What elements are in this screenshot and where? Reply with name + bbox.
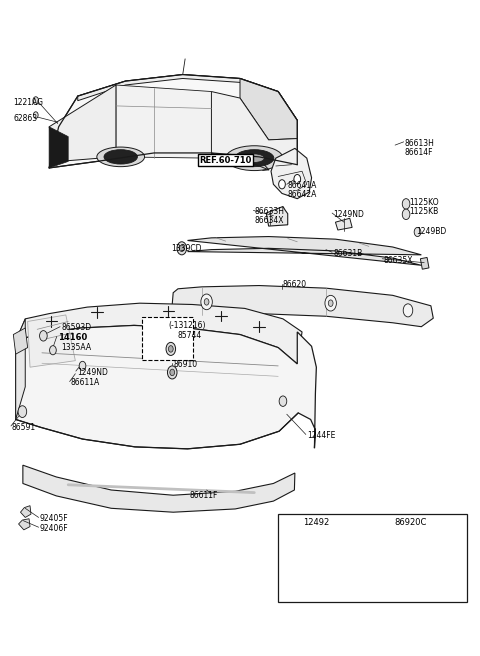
Polygon shape [336,218,352,230]
Ellipse shape [104,150,137,164]
Text: 62863: 62863 [13,114,37,123]
Polygon shape [19,519,30,530]
Circle shape [79,361,86,371]
Polygon shape [49,75,297,168]
Text: 86613H: 86613H [405,139,434,148]
Text: 86641A: 86641A [288,181,317,190]
Text: 86635X: 86635X [383,256,413,264]
Circle shape [201,294,212,310]
Text: 92406F: 92406F [39,524,68,533]
Polygon shape [49,85,116,161]
Text: 86633H: 86633H [254,207,284,216]
Circle shape [325,295,336,311]
Circle shape [33,96,38,104]
Text: 12492: 12492 [303,518,329,527]
Circle shape [49,346,56,355]
Text: 86634X: 86634X [254,216,284,226]
Polygon shape [188,237,421,265]
Text: 86614F: 86614F [405,148,433,157]
Polygon shape [28,315,75,367]
Polygon shape [23,465,295,512]
Circle shape [400,554,412,570]
Circle shape [432,554,444,570]
Circle shape [279,180,285,189]
Bar [278,514,467,602]
Text: 86910: 86910 [173,360,197,369]
Circle shape [308,556,325,579]
Text: 1249BD: 1249BD [417,227,447,236]
Polygon shape [49,127,68,168]
Text: 1249ND: 1249ND [77,368,108,377]
Circle shape [414,228,421,237]
Text: 86611A: 86611A [71,379,100,388]
Ellipse shape [97,147,144,167]
Circle shape [168,366,177,379]
Text: 14160: 14160 [58,333,87,342]
Polygon shape [266,207,288,226]
Text: 86593D: 86593D [61,323,91,333]
Text: 86642A: 86642A [288,190,317,199]
Circle shape [204,298,209,305]
Polygon shape [240,79,297,140]
Text: 1125KB: 1125KB [409,207,439,216]
Text: (-131216): (-131216) [168,321,206,330]
Text: 86591: 86591 [12,422,36,432]
Circle shape [18,405,27,417]
Text: 85744: 85744 [177,331,201,340]
Text: 92405F: 92405F [39,514,68,523]
Ellipse shape [226,146,283,171]
Polygon shape [13,328,28,354]
Ellipse shape [244,154,264,163]
FancyBboxPatch shape [142,317,193,360]
Text: 1335AA: 1335AA [61,343,91,352]
Polygon shape [21,506,31,518]
Polygon shape [16,319,25,419]
Circle shape [369,554,381,570]
Circle shape [168,346,173,352]
Polygon shape [78,75,297,124]
Circle shape [279,396,287,406]
Polygon shape [16,303,302,364]
Polygon shape [271,148,312,199]
Polygon shape [116,85,211,158]
Text: 1244FE: 1244FE [307,431,335,440]
Text: 1249ND: 1249ND [333,210,364,219]
Text: 1125KO: 1125KO [409,198,439,207]
Circle shape [328,300,333,306]
Text: 1221AG: 1221AG [13,98,43,107]
Polygon shape [211,92,297,166]
Circle shape [294,174,300,184]
Polygon shape [16,325,316,449]
Circle shape [34,112,38,118]
Text: 86611F: 86611F [190,491,218,500]
Text: 86631B: 86631B [333,249,362,258]
Polygon shape [171,285,433,327]
Circle shape [39,331,47,341]
Text: 1339CD: 1339CD [171,244,201,253]
Circle shape [177,242,187,255]
Circle shape [403,304,413,317]
Ellipse shape [235,150,274,167]
Text: 86920C: 86920C [395,518,427,527]
Text: 86620: 86620 [283,280,307,289]
Circle shape [170,369,175,376]
Circle shape [402,199,410,209]
Circle shape [402,209,410,220]
Polygon shape [420,257,429,269]
Circle shape [180,245,184,251]
Circle shape [166,342,176,356]
Text: REF.60-710: REF.60-710 [199,155,252,165]
